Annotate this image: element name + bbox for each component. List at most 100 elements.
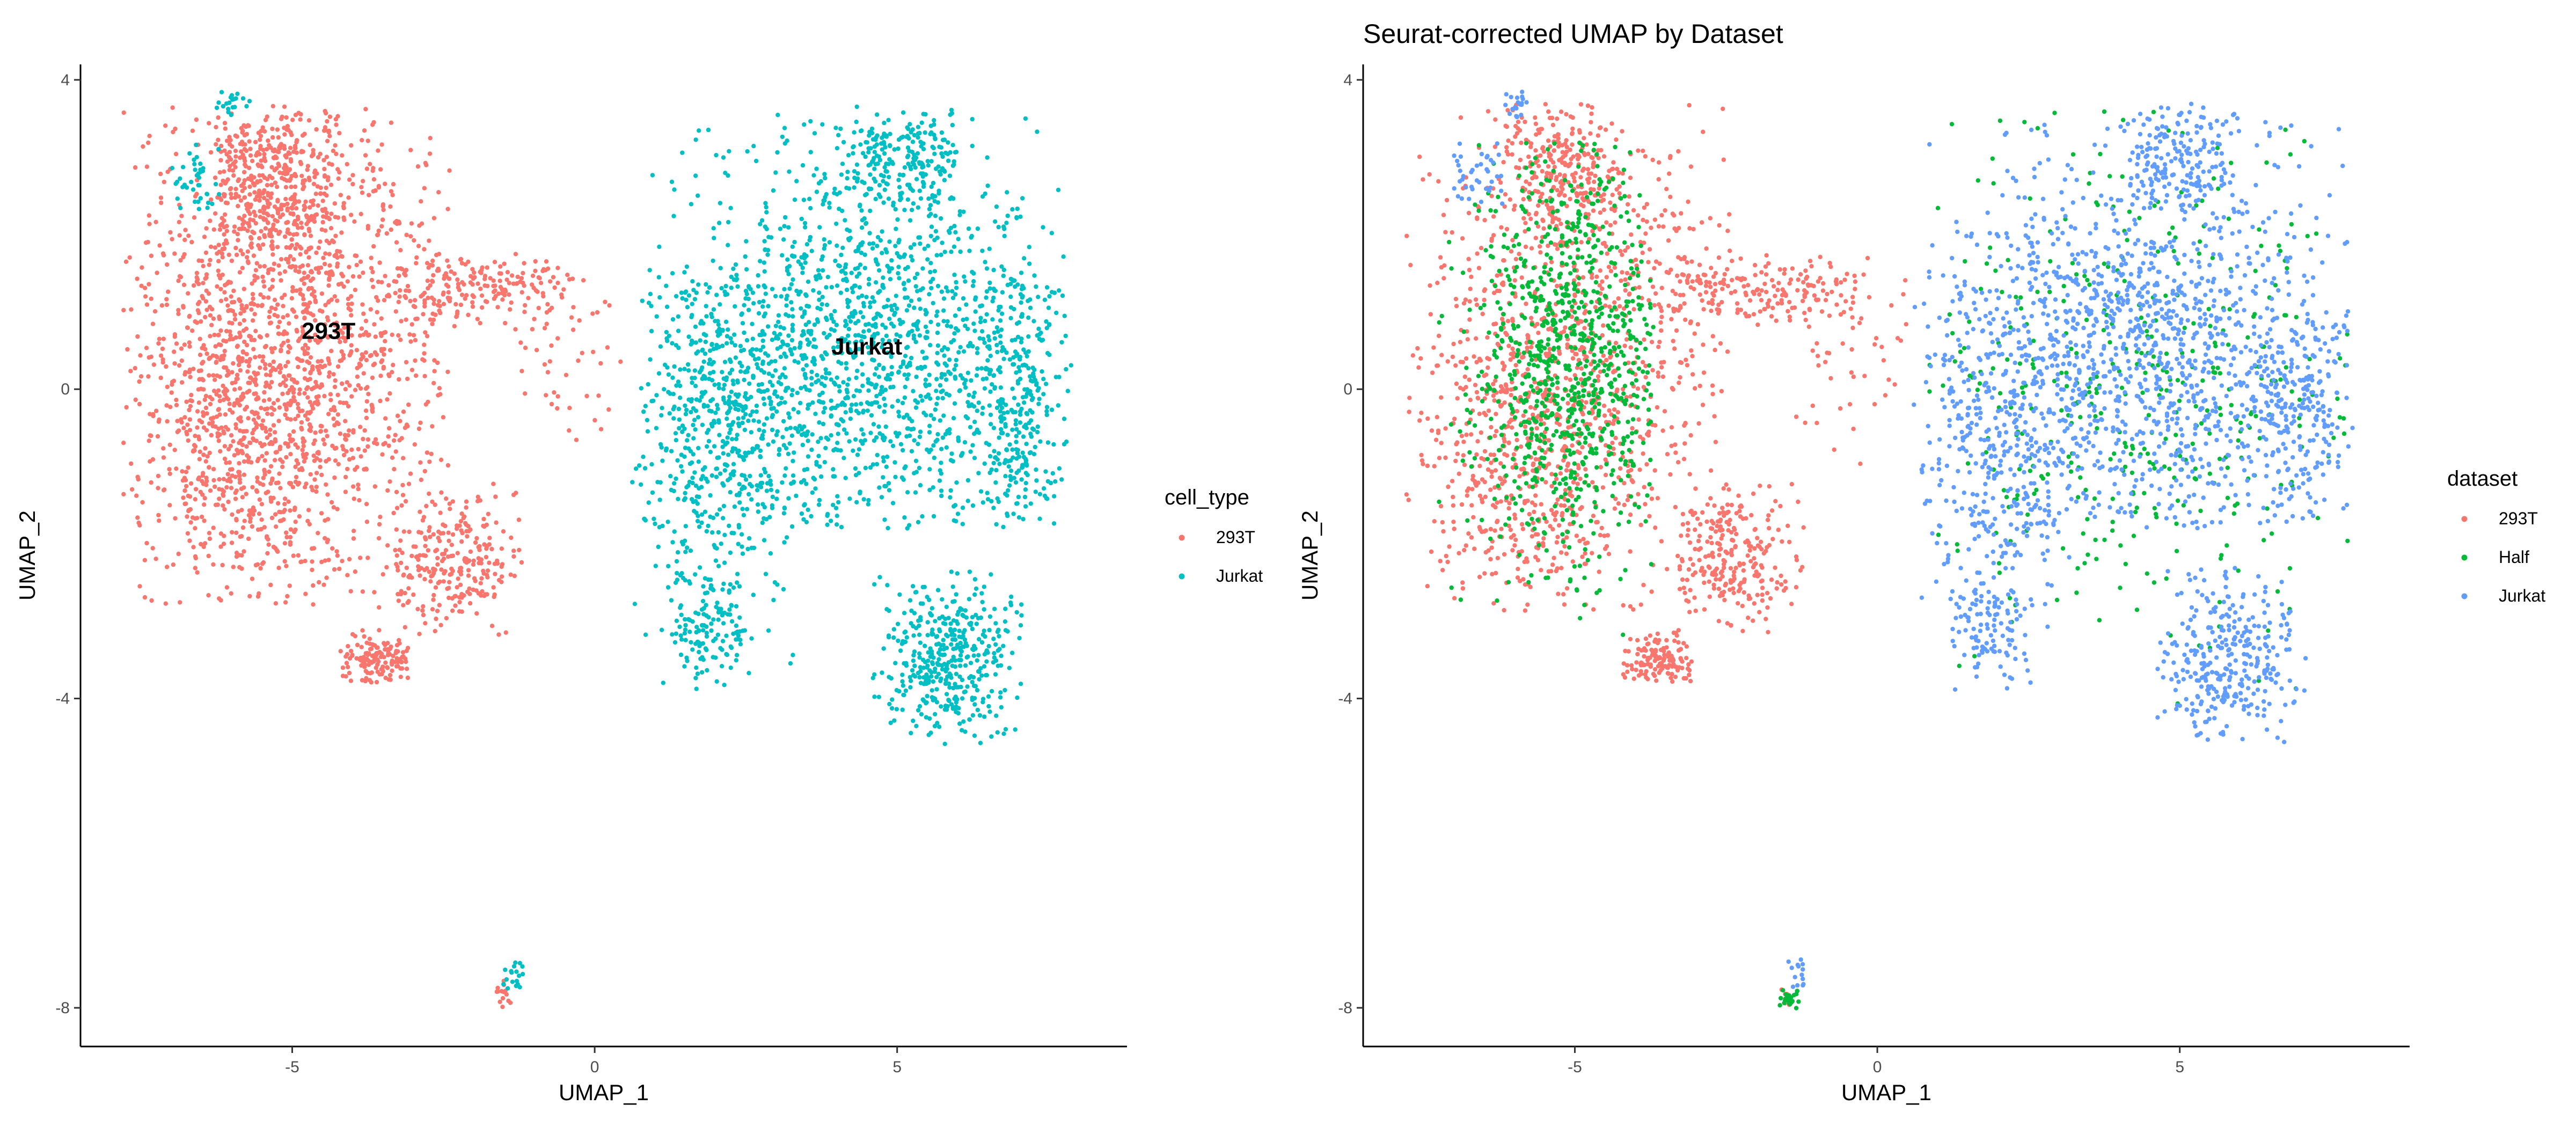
data-point xyxy=(775,150,780,155)
data-point xyxy=(195,570,200,575)
data-point xyxy=(947,357,952,362)
data-point xyxy=(371,244,376,249)
data-point xyxy=(1057,466,1062,471)
data-point xyxy=(697,370,702,375)
data-point xyxy=(293,416,298,421)
data-point xyxy=(237,386,243,391)
data-point xyxy=(231,173,236,178)
data-point xyxy=(968,449,973,454)
data-point xyxy=(685,438,690,443)
data-point xyxy=(239,508,244,513)
data-point xyxy=(693,324,698,329)
data-point xyxy=(706,438,712,444)
data-point xyxy=(177,363,182,368)
data-point xyxy=(332,384,338,390)
data-point xyxy=(740,551,745,556)
data-point xyxy=(899,475,905,480)
data-point xyxy=(849,402,854,407)
data-point xyxy=(758,473,764,478)
data-point xyxy=(532,317,537,321)
data-point xyxy=(596,393,601,398)
data-point xyxy=(178,600,182,605)
data-point xyxy=(555,336,560,341)
data-point xyxy=(295,401,301,407)
data-point xyxy=(367,193,371,197)
data-point xyxy=(509,273,515,278)
data-point xyxy=(912,275,918,281)
data-point xyxy=(674,383,679,388)
data-point xyxy=(255,458,260,464)
data-point xyxy=(320,219,325,225)
data-point xyxy=(138,374,144,379)
data-point xyxy=(868,304,873,310)
data-point xyxy=(201,387,206,392)
data-point xyxy=(195,409,200,414)
data-point xyxy=(853,266,858,272)
data-point xyxy=(222,365,226,370)
data-point xyxy=(207,262,211,267)
data-point xyxy=(766,371,772,376)
data-point xyxy=(786,451,791,456)
data-point xyxy=(313,298,318,303)
data-point xyxy=(425,450,430,455)
data-point xyxy=(356,487,361,492)
data-point xyxy=(224,297,229,302)
data-point xyxy=(716,530,721,535)
data-point xyxy=(181,282,187,287)
data-point xyxy=(691,452,696,457)
data-point xyxy=(327,161,332,166)
data-point xyxy=(743,412,748,417)
data-point xyxy=(702,465,707,470)
data-point xyxy=(306,274,311,279)
data-point xyxy=(374,665,378,670)
data-point xyxy=(993,219,998,224)
data-point xyxy=(798,400,803,406)
data-point xyxy=(542,326,547,331)
data-point xyxy=(799,353,804,358)
data-point xyxy=(367,651,371,656)
data-point xyxy=(216,115,221,120)
data-point xyxy=(291,202,296,207)
data-point xyxy=(240,349,245,354)
data-point xyxy=(280,114,284,119)
data-point xyxy=(896,398,901,404)
data-point xyxy=(683,491,687,495)
data-point xyxy=(419,294,423,299)
data-point xyxy=(250,281,254,286)
data-point xyxy=(500,996,506,1001)
data-point xyxy=(412,298,418,303)
data-point xyxy=(757,299,762,305)
data-point xyxy=(775,489,780,494)
data-point xyxy=(222,456,228,462)
data-point xyxy=(555,406,560,411)
data-point xyxy=(831,474,836,479)
data-point xyxy=(270,277,275,282)
data-point xyxy=(549,401,554,407)
data-point xyxy=(188,520,193,525)
data-point xyxy=(913,490,918,495)
data-point xyxy=(187,313,192,318)
data-point xyxy=(538,281,544,286)
data-point xyxy=(844,361,848,366)
data-point xyxy=(976,400,982,405)
data-point xyxy=(280,459,285,464)
data-point xyxy=(324,238,329,243)
data-point xyxy=(224,339,229,344)
data-point xyxy=(677,417,682,422)
data-point xyxy=(167,503,172,508)
data-point xyxy=(738,343,743,348)
data-point xyxy=(222,507,227,512)
data-point xyxy=(289,159,294,164)
data-point xyxy=(332,446,338,451)
data-point xyxy=(237,356,243,361)
data-point xyxy=(845,297,850,303)
data-point xyxy=(992,385,998,390)
data-point xyxy=(386,283,391,288)
data-point xyxy=(314,127,319,132)
data-point xyxy=(158,171,163,177)
data-point xyxy=(125,347,130,352)
data-point xyxy=(760,329,765,334)
data-point xyxy=(848,319,853,324)
data-point xyxy=(387,646,392,652)
data-point xyxy=(363,669,368,674)
